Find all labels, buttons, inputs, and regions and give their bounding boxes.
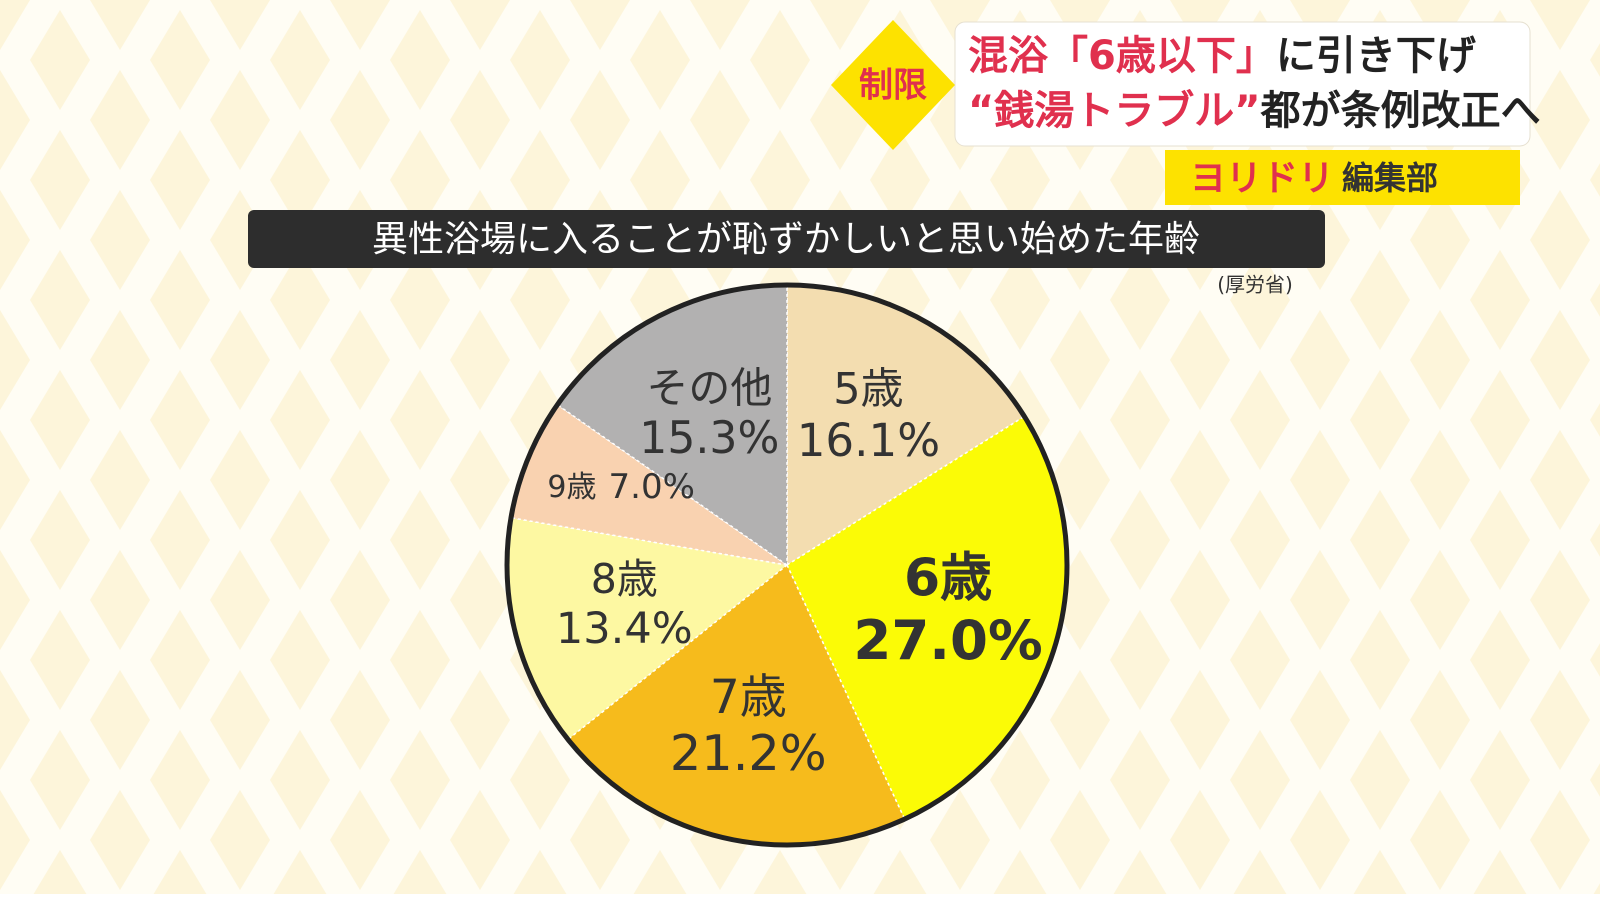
headline: 混浴「6歳以下」に引き下げ bbox=[968, 33, 1476, 79]
headline-box bbox=[954, 21, 1531, 147]
category-label: 7歳 bbox=[710, 670, 787, 725]
value-label: 27.0% bbox=[853, 608, 1042, 672]
tag-diamond bbox=[831, 20, 955, 150]
headline-black: 都が条例改正へ bbox=[1260, 88, 1541, 134]
headline-black: に引き下げ bbox=[1276, 33, 1476, 79]
source: (厚労省) bbox=[1217, 273, 1293, 297]
value-label: 15.3% bbox=[639, 413, 779, 464]
title-bar bbox=[248, 210, 1325, 268]
headline-red: “銭湯トラブル” bbox=[968, 88, 1261, 134]
headline-red: 混浴「6歳以下」 bbox=[968, 33, 1276, 79]
value-label: 7.0% bbox=[609, 467, 695, 507]
value-label: 21.2% bbox=[670, 724, 827, 782]
category-label: その他 bbox=[646, 363, 772, 412]
headline: “銭湯トラブル”都が条例改正へ bbox=[968, 88, 1541, 134]
program-title: ヨリドリ bbox=[1190, 158, 1334, 199]
category-label: 9歳 bbox=[547, 470, 596, 505]
program-sub: 編集部 bbox=[1342, 159, 1438, 197]
pie-outline bbox=[504, 282, 1070, 848]
pie-slice bbox=[566, 563, 906, 846]
program-name: ヨリドリ 編集部 bbox=[1190, 158, 1438, 199]
category-label: 5歳 bbox=[833, 365, 903, 415]
pie bbox=[506, 284, 1068, 846]
category-label: 6歳 bbox=[904, 549, 992, 609]
value-label: 13.4% bbox=[556, 604, 693, 654]
value-label: 16.1% bbox=[797, 414, 940, 467]
tag: 制限 bbox=[859, 66, 927, 106]
program-banner bbox=[1165, 150, 1520, 205]
category-label: 8歳 bbox=[591, 555, 658, 603]
chart-title: 異性浴場に入ることが恥ずかしいと思い始めた年齢 bbox=[372, 219, 1200, 260]
